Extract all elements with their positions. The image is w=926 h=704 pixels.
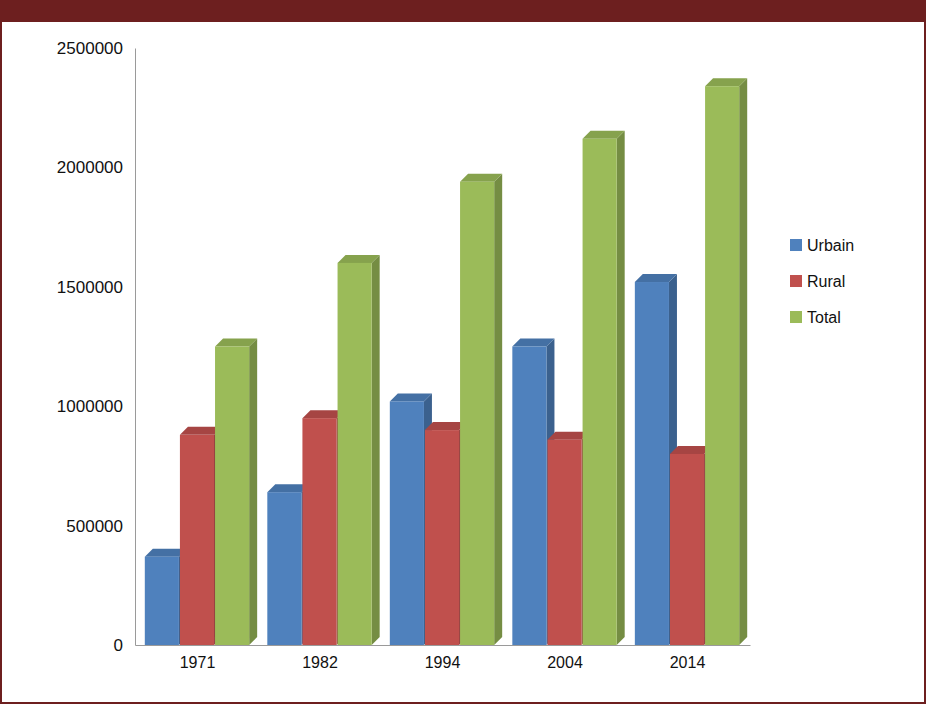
y-tick: 1000000 [57,397,135,416]
bar-side [249,339,257,646]
legend-label: Rural [807,273,845,290]
bar-top [460,174,502,182]
bar [512,347,546,646]
y-axis: 0 500000 1000000 1500000 2000000 2500000 [57,39,136,655]
bar [180,435,214,645]
bar-side [739,78,747,645]
bar [635,282,669,645]
bar-side [372,255,380,645]
bar [705,86,739,645]
legend-item: Urbain [790,237,854,254]
x-tick-label: 1994 [425,654,461,671]
y-tick-label: 1500000 [57,278,123,297]
legend: Urbain Rural Total [790,237,854,326]
series [180,410,712,645]
legend-label: Urbain [807,237,854,254]
bar-top [390,393,432,401]
bar-side [617,131,625,645]
x-axis: 1971 1982 1994 2004 2014 [136,645,751,671]
x-tick: 1982 [302,645,338,671]
bar [583,139,617,645]
x-tick-label: 1971 [180,654,216,671]
header-band [0,0,926,22]
y-tick: 500000 [66,517,135,536]
x-tick: 2014 [670,645,706,671]
bar-top [512,339,554,347]
bars [145,78,747,645]
y-tick-label: 500000 [66,517,123,536]
series [215,78,747,645]
y-tick-label: 2000000 [57,158,123,177]
legend-swatch [790,275,802,287]
bar [547,440,581,645]
bar-top [635,274,677,282]
bar-side [494,174,502,645]
legend-item: Total [790,309,841,326]
legend-label: Total [807,309,841,326]
bar [338,263,372,645]
x-tick-label: 2004 [547,654,583,671]
bar [302,418,336,645]
legend-item: Rural [790,273,845,290]
x-tick: 2004 [547,645,583,671]
bar-top [583,131,625,139]
x-tick-label: 1982 [302,654,338,671]
y-tick: 0 [114,636,135,655]
frame [1,1,925,703]
y-tick-label: 2500000 [57,39,123,58]
y-axis-line [135,49,136,646]
bar [460,182,494,645]
bar [215,347,249,646]
x-tick: 1994 [425,645,461,671]
bar [425,430,459,645]
x-axis-line [136,645,751,646]
chart: 0500000100000015000002000000250000019711… [0,0,926,704]
bar [670,454,704,645]
bar [267,492,301,645]
bar-top [215,339,257,347]
y-tick-label: 0 [114,636,123,655]
bar [390,401,424,645]
bar-top [338,255,380,263]
y-tick: 2000000 [57,158,135,177]
legend-swatch [790,239,802,251]
y-tick-label: 1000000 [57,397,123,416]
bar-top [705,78,747,86]
y-tick: 1500000 [57,278,135,297]
x-tick: 1971 [180,645,216,671]
y-tick: 2500000 [57,39,135,58]
legend-swatch [790,311,802,323]
x-tick-label: 2014 [670,654,706,671]
bar [145,557,179,645]
